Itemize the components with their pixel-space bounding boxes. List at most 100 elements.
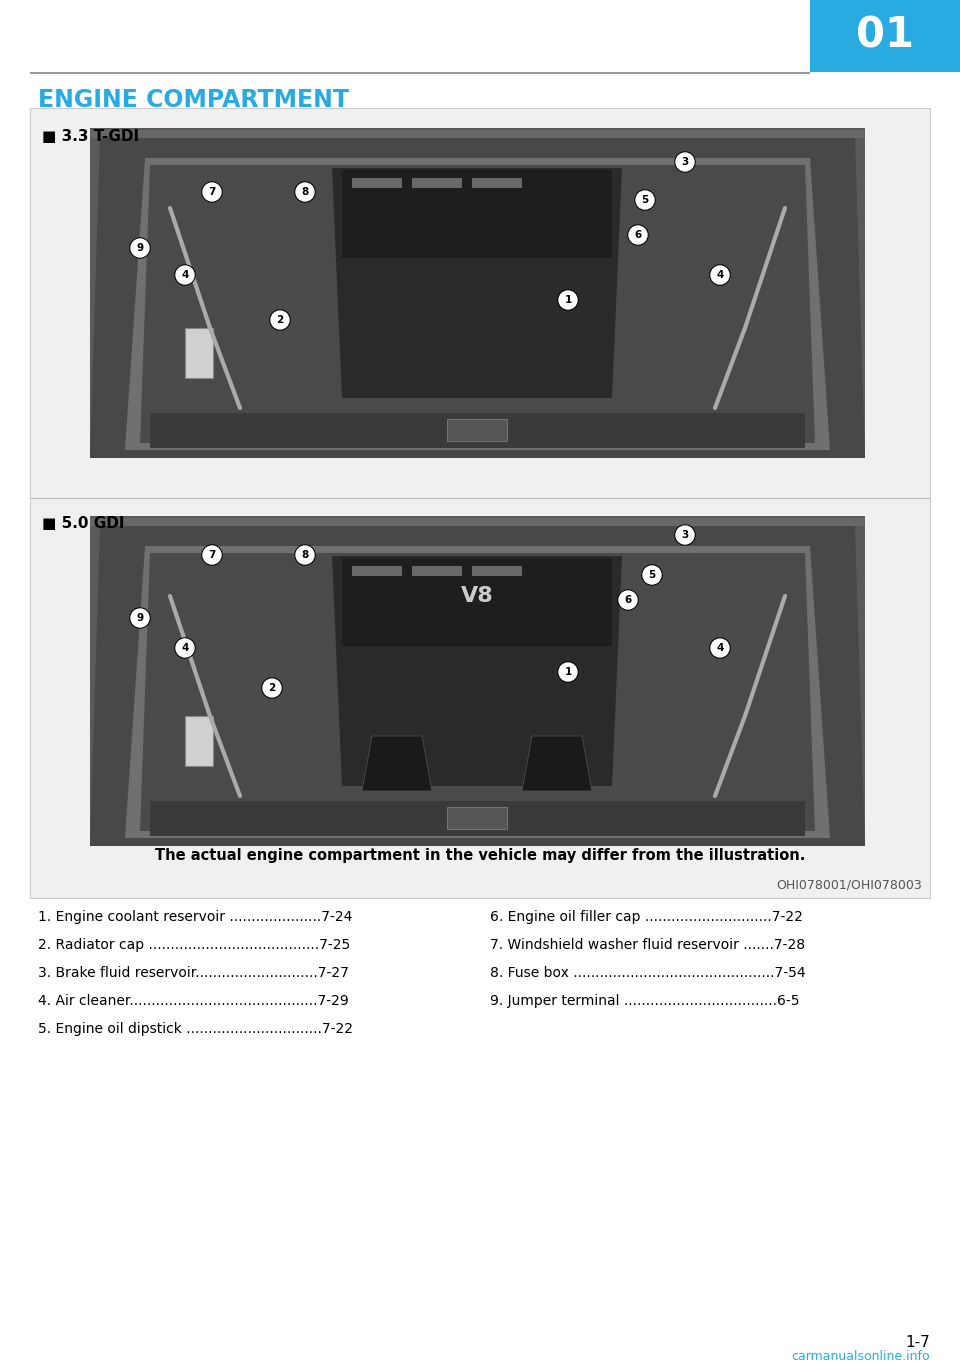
Circle shape [270, 311, 290, 330]
Circle shape [176, 639, 194, 656]
Bar [412, 178, 462, 188]
Text: 6. Engine oil filler cap .............................7-22: 6. Engine oil filler cap ...............… [490, 910, 803, 923]
Circle shape [203, 546, 221, 564]
Bar [90, 516, 865, 846]
Circle shape [295, 545, 315, 565]
Text: ■ 5.0 GDI: ■ 5.0 GDI [42, 516, 125, 531]
Text: 5. Engine oil dipstick ...............................7-22: 5. Engine oil dipstick .................… [38, 1022, 353, 1036]
Text: 7: 7 [208, 550, 216, 560]
Text: 4: 4 [181, 643, 189, 652]
Circle shape [675, 524, 695, 545]
Text: carmanualsonline.info: carmanualsonline.info [791, 1350, 930, 1362]
Polygon shape [125, 158, 830, 449]
Circle shape [175, 266, 195, 285]
Circle shape [130, 607, 150, 628]
Bar [150, 801, 805, 836]
Text: 7. Windshield washer fluid reservoir .......7-28: 7. Windshield washer fluid reservoir ...… [490, 938, 805, 952]
Text: 6: 6 [624, 595, 632, 605]
Circle shape [262, 678, 282, 697]
Circle shape [176, 266, 194, 285]
Circle shape [711, 266, 729, 285]
Circle shape [618, 590, 638, 610]
Circle shape [636, 191, 654, 208]
Bar [447, 419, 507, 441]
Text: 5: 5 [648, 571, 656, 580]
Text: The actual engine compartment in the vehicle may differ from the illustration.: The actual engine compartment in the veh… [155, 849, 805, 864]
Circle shape [296, 546, 314, 564]
Text: 9. Jumper terminal ...................................6-5: 9. Jumper terminal .....................… [490, 994, 800, 1008]
Circle shape [676, 153, 694, 172]
Bar [90, 128, 865, 458]
Circle shape [710, 266, 730, 285]
Circle shape [710, 637, 730, 658]
Text: 8: 8 [301, 187, 308, 197]
Bar [472, 567, 522, 576]
Circle shape [559, 291, 577, 309]
Text: 3. Brake fluid reservoir............................7-27: 3. Brake fluid reservoir................… [38, 966, 348, 981]
Text: 6: 6 [635, 230, 641, 240]
Polygon shape [332, 168, 622, 398]
Circle shape [559, 663, 577, 681]
Circle shape [675, 153, 695, 172]
Bar [352, 178, 402, 188]
Text: 4: 4 [181, 270, 189, 281]
Polygon shape [125, 546, 830, 838]
Text: 4: 4 [716, 643, 724, 652]
Circle shape [628, 225, 648, 245]
Bar [185, 716, 213, 765]
Text: ■ 3.3 T-GDI: ■ 3.3 T-GDI [42, 129, 139, 144]
Bar [472, 178, 522, 188]
Text: 9: 9 [136, 242, 144, 253]
Polygon shape [90, 138, 865, 458]
Bar [412, 567, 462, 576]
Bar [810, 0, 960, 72]
Bar [342, 558, 612, 646]
Polygon shape [522, 735, 592, 791]
Circle shape [629, 226, 647, 244]
Text: 8: 8 [301, 550, 308, 560]
Text: 1. Engine coolant reservoir .....................7-24: 1. Engine coolant reservoir ............… [38, 910, 352, 923]
Circle shape [711, 639, 729, 656]
Text: 2. Radiator cap .......................................7-25: 2. Radiator cap ........................… [38, 938, 350, 952]
Circle shape [130, 238, 150, 257]
Text: 1-7: 1-7 [905, 1335, 930, 1350]
Text: 4: 4 [716, 270, 724, 281]
Text: OHI078001/OHI078003: OHI078001/OHI078003 [777, 878, 922, 891]
Text: V8: V8 [461, 586, 493, 606]
Circle shape [203, 183, 221, 202]
Circle shape [619, 591, 637, 609]
Bar [342, 170, 612, 257]
Circle shape [558, 290, 578, 311]
Text: 01: 01 [856, 15, 914, 57]
Bar [352, 567, 402, 576]
Text: 3: 3 [682, 157, 688, 168]
Text: 1: 1 [564, 296, 571, 305]
Bar [447, 808, 507, 829]
Bar [90, 518, 865, 526]
Text: 4. Air cleaner...........................................7-29: 4. Air cleaner..........................… [38, 994, 348, 1008]
Circle shape [635, 191, 655, 210]
Text: 2: 2 [269, 682, 276, 693]
Text: ENGINE COMPARTMENT: ENGINE COMPARTMENT [38, 89, 349, 112]
Circle shape [202, 545, 222, 565]
Circle shape [202, 183, 222, 202]
Polygon shape [140, 165, 815, 443]
Bar [90, 129, 865, 138]
Circle shape [296, 183, 314, 202]
Circle shape [175, 637, 195, 658]
Text: 8. Fuse box ..............................................7-54: 8. Fuse box ............................… [490, 966, 805, 981]
Bar [150, 413, 805, 448]
Circle shape [131, 609, 149, 627]
Text: 9: 9 [136, 613, 144, 622]
Polygon shape [332, 556, 622, 786]
Bar [185, 328, 213, 379]
Circle shape [558, 662, 578, 682]
Polygon shape [90, 526, 865, 846]
Circle shape [676, 526, 694, 543]
Text: 1: 1 [564, 667, 571, 677]
Circle shape [295, 183, 315, 202]
Circle shape [271, 311, 289, 330]
Polygon shape [140, 553, 815, 831]
Circle shape [131, 238, 149, 257]
Text: 7: 7 [208, 187, 216, 197]
